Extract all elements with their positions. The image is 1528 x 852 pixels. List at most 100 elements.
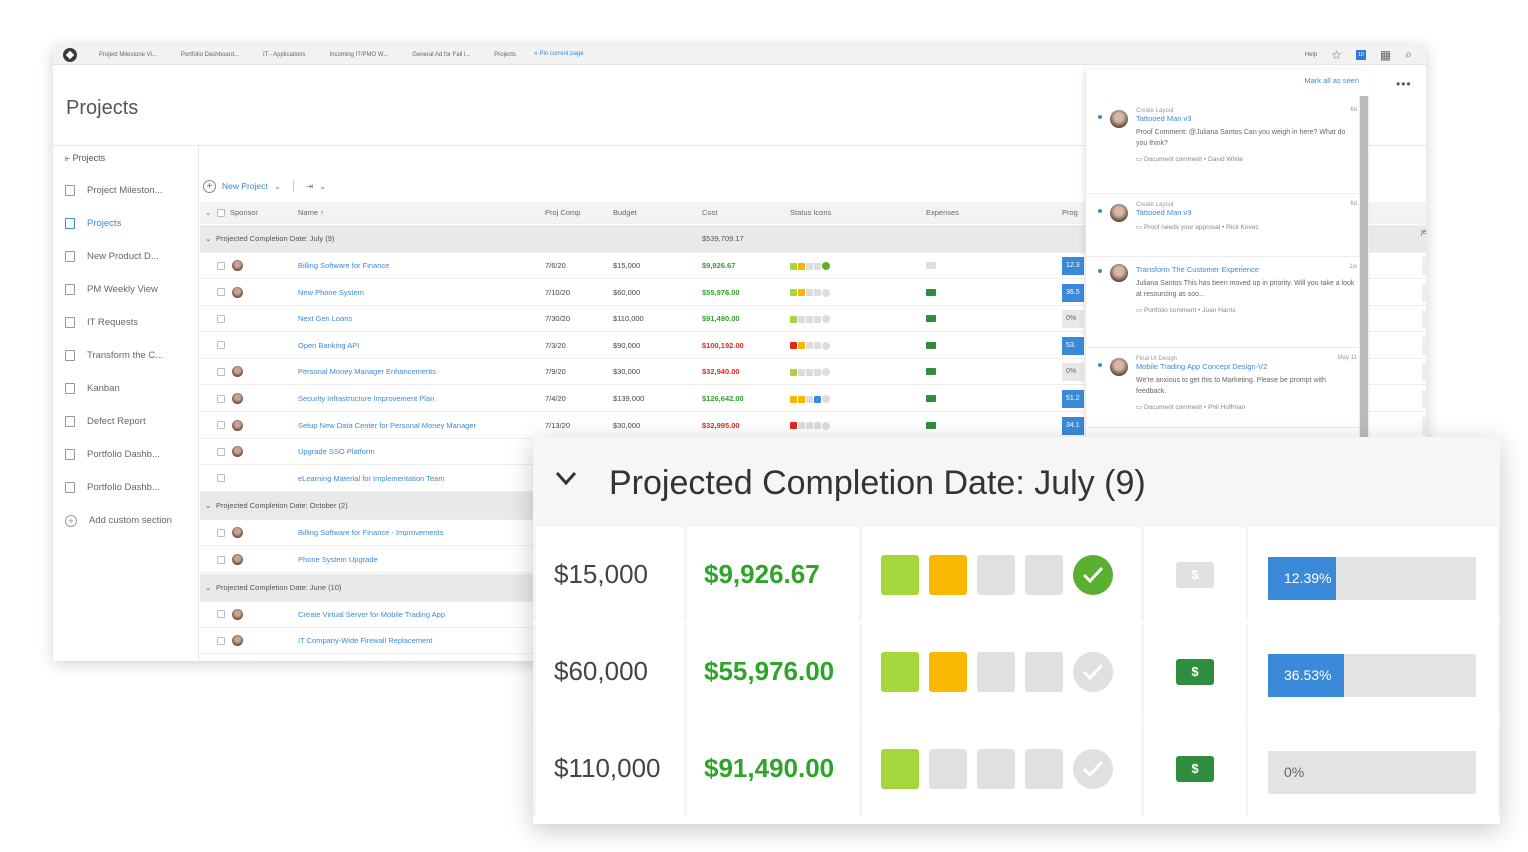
project-name-link[interactable]: Upgrade SSO Platform <box>298 447 375 457</box>
row-checkbox[interactable] <box>217 367 225 376</box>
row-checkbox[interactable] <box>217 288 225 297</box>
add-custom-section-button[interactable]: + Add custom section <box>53 504 198 537</box>
column-header[interactable]: Proj Comp <box>545 208 581 217</box>
chevron-down-icon[interactable]: ⌄ <box>205 501 212 511</box>
zoomed-group-header[interactable]: Projected Completion Date: July (9) <box>533 437 1500 527</box>
chevron-down-icon[interactable]: ⌄ <box>319 180 327 191</box>
grid-icon[interactable]: ▦ <box>1379 47 1392 62</box>
column-header[interactable]: Prog <box>1062 208 1078 217</box>
status-square <box>798 342 805 350</box>
notification-title[interactable]: Tattooed Man v3 <box>1136 208 1192 217</box>
tab-1[interactable]: Portfolio Dashboard... <box>180 51 239 58</box>
row-checkbox[interactable] <box>217 421 225 430</box>
notification-title[interactable]: Mobile Trading App Concept Design-V2 <box>1136 362 1268 371</box>
column-header[interactable]: jected Co... <box>1421 227 1426 236</box>
column-header[interactable]: Cost <box>702 208 718 217</box>
notification-item[interactable]: May 11 Final UI Design Mobile Trading App … <box>1086 348 1369 428</box>
notification-item[interactable]: 6d Create Layout Tattooed Man v3 Proof Comm… <box>1086 100 1369 194</box>
budget-value: $15,000 <box>613 261 641 270</box>
notification-context: Final UI Design <box>1136 356 1178 362</box>
zoomed-row[interactable]: $15,000 $9,926.67 $12.39% <box>533 527 1500 622</box>
notification-title[interactable]: Tattooed Man v3 <box>1136 114 1192 123</box>
sidebar-item-2[interactable]: New Product D... <box>53 240 198 273</box>
row-checkbox[interactable] <box>217 555 225 564</box>
sidebar-item-5[interactable]: Transform the C... <box>53 339 198 372</box>
project-name-link[interactable]: eLearning Material for Implementation Te… <box>298 473 445 483</box>
sidebar-item-7[interactable]: Defect Report <box>53 405 198 438</box>
project-name-link[interactable]: Billing Software for Finance <box>298 261 390 270</box>
notifications-icon[interactable]: 10 <box>1355 49 1366 60</box>
notification-item[interactable]: 6d Create Layout Tattooed Man v3 ▭ Proof ne… <box>1086 194 1369 257</box>
sidebar-item-8[interactable]: Portfolio Dashb... <box>53 438 198 471</box>
tab-4[interactable]: General Ad for Fall l... <box>412 51 471 58</box>
project-name-link[interactable]: IT Company-Wide Firewall Replacement <box>298 636 433 646</box>
new-project-button[interactable]: New Project <box>222 181 268 191</box>
document-icon <box>65 383 75 394</box>
table-row[interactable]: New Phone System 7/10/20 $60,000 $55,976.00… <box>200 280 1426 306</box>
column-header[interactable]: Name ↑ <box>298 208 324 217</box>
project-name-link[interactable]: Next Gen Loans <box>298 314 353 324</box>
expense-icon <box>926 421 936 429</box>
sidebar-item-4[interactable]: IT Requests <box>53 306 198 339</box>
more-icon[interactable]: ••• <box>1396 77 1412 91</box>
chevron-down-icon[interactable]: ⌄ <box>205 208 212 217</box>
project-name-link[interactable]: New Phone System <box>298 287 364 297</box>
search-icon[interactable]: ⌕ <box>1405 47 1412 61</box>
row-checkbox[interactable] <box>217 394 225 403</box>
project-name-link[interactable]: Open Banking API <box>298 340 360 350</box>
row-checkbox[interactable] <box>217 610 225 619</box>
tab-5[interactable]: Projects <box>494 51 516 58</box>
export-icon[interactable]: ⇥ <box>305 180 314 191</box>
row-checkbox[interactable] <box>217 341 225 350</box>
tab-0[interactable]: Project Milestone Vi... <box>99 51 157 58</box>
row-checkbox[interactable] <box>217 528 225 537</box>
chevron-down-icon[interactable]: ⌄ <box>205 582 212 592</box>
table-row[interactable]: Security Infrastructure Improvement Plan… <box>200 386 1426 412</box>
cost-cell: $9,926.67 <box>687 527 859 622</box>
tab-2[interactable]: IT - Applications <box>262 51 306 58</box>
column-header[interactable]: Expenses <box>926 208 959 217</box>
tab-3[interactable]: Incoming IT/PMO W... <box>329 51 389 58</box>
zoomed-row[interactable]: $60,000 $55,976.00 $36.53% <box>533 624 1500 719</box>
project-name-link[interactable]: Setup New Data Center for Personal Money… <box>298 420 477 430</box>
sidebar-header[interactable]: ⫦ Projects <box>65 153 106 163</box>
chevron-down-icon[interactable]: ⌄ <box>205 234 212 243</box>
star-icon[interactable]: ☆ <box>1331 47 1342 62</box>
project-name-link[interactable]: Personal Money Manager Enhancements <box>298 367 436 377</box>
notification-item[interactable]: 1w Transform The Customer Experience Julia… <box>1086 257 1369 348</box>
status-square <box>806 395 813 403</box>
project-name-link[interactable]: Phone System Upgrade <box>298 555 378 564</box>
row-checkbox[interactable] <box>217 447 225 456</box>
sidebar-item-3[interactable]: PM Weekly View <box>53 273 198 306</box>
pin-current-page-link[interactable]: ⟡ Pin current page <box>533 51 584 57</box>
sidebar-item-9[interactable]: Portfolio Dashb... <box>53 471 198 504</box>
status-square <box>814 395 821 403</box>
project-name-link[interactable]: Security Infrastructure Improvement Plan <box>298 394 435 403</box>
chevron-down-icon[interactable]: ⌄ <box>273 180 281 191</box>
table-row[interactable]: Open Banking API 7/3/20 $90,000 $100,192.00… <box>200 333 1426 359</box>
row-checkbox[interactable] <box>217 261 225 270</box>
row-checkbox[interactable] <box>217 474 225 483</box>
scrollbar[interactable] <box>1359 96 1369 470</box>
zoomed-row[interactable]: $110,000 $91,490.00 $0% <box>533 721 1500 816</box>
select-all-checkbox[interactable] <box>217 208 225 217</box>
table-row[interactable]: Billing Software for Finance 7/6/20 $15,00… <box>200 253 1426 279</box>
project-name-link[interactable]: Create Virtual Server for Mobile Trading… <box>298 609 446 619</box>
notification-title[interactable]: Transform The Customer Experience <box>1136 265 1259 274</box>
chevron-down-icon[interactable] <box>555 467 577 489</box>
row-checkbox[interactable] <box>217 636 225 645</box>
column-header[interactable]: Sponsor <box>230 208 258 217</box>
sidebar-item-1[interactable]: Projects <box>53 207 198 240</box>
check-icon <box>822 315 830 324</box>
sidebar-item-0[interactable]: Project Mileston... <box>53 174 198 207</box>
column-header[interactable]: Status Icons <box>790 208 832 217</box>
table-row[interactable]: Next Gen Loans 7/30/20 $110,000 $91,490.00 0… <box>200 306 1426 333</box>
mark-all-seen-link[interactable]: Mark all as seen <box>1304 76 1359 85</box>
help-link[interactable]: Help <box>1304 51 1318 58</box>
row-checkbox[interactable] <box>217 314 225 323</box>
sidebar-item-6[interactable]: Kanban <box>53 372 198 405</box>
project-name-link[interactable]: Billing Software for Finance - Improveme… <box>298 528 444 538</box>
logo-icon[interactable] <box>63 47 77 62</box>
column-header[interactable]: Budget <box>613 208 637 217</box>
table-row[interactable]: Personal Money Manager Enhancements 7/9/2… <box>200 359 1426 386</box>
